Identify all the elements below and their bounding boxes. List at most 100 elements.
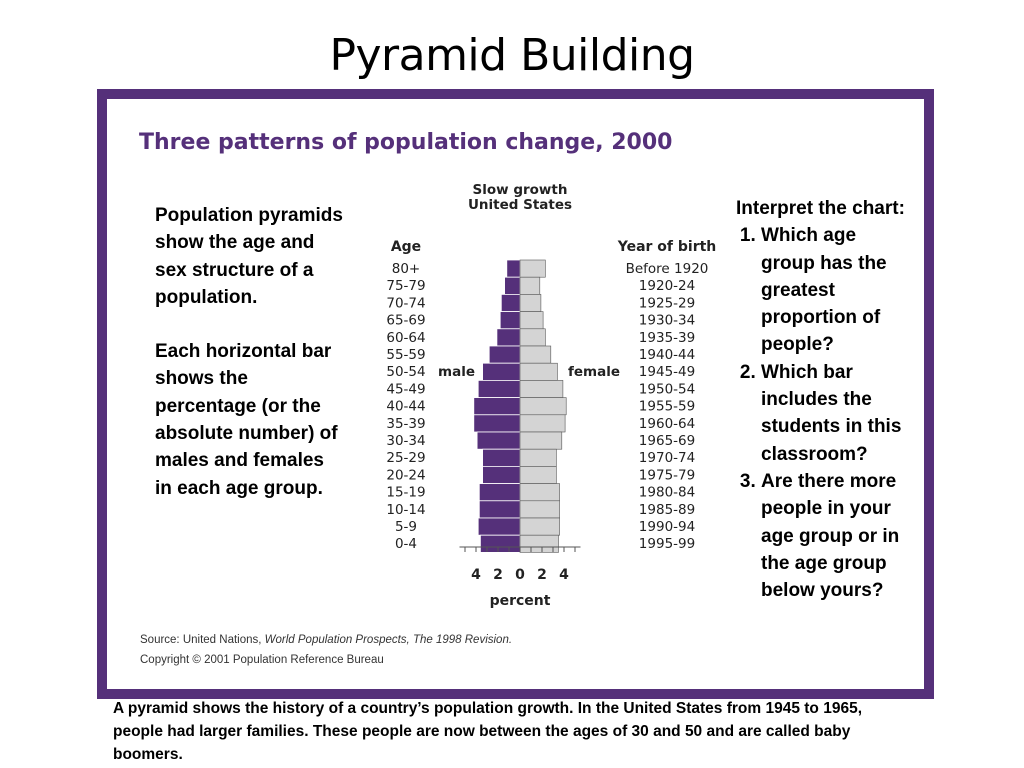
female-bar: [519, 483, 560, 502]
birth-year-label: 1950-54: [639, 381, 695, 397]
question-2: Which bar includes the students in this …: [761, 359, 906, 468]
birth-year-label: 1980-84: [639, 485, 695, 501]
age-label: 75-79: [386, 278, 425, 294]
age-label: 80+: [392, 261, 421, 277]
birth-year-label: 1920-24: [639, 278, 695, 294]
birth-year-label: 1955-59: [639, 399, 695, 415]
male-bar: [473, 397, 521, 416]
male-bar: [482, 448, 521, 467]
male-bar: [478, 500, 521, 519]
birth-year-header: Year of birth: [617, 239, 717, 255]
x-tick-label: 4: [559, 567, 569, 583]
source-note: Source: United Nations, World Population…: [140, 630, 512, 670]
female-bar: [519, 328, 546, 347]
x-tick-label: 2: [537, 567, 547, 583]
birth-year-label: 1940-44: [639, 347, 695, 363]
age-label: 50-54: [386, 364, 425, 380]
age-header: Age: [391, 239, 421, 255]
pyramid-svg: Slow growth United States Age Year of bi…: [386, 182, 717, 609]
male-bar: [504, 276, 521, 295]
age-label: 60-64: [386, 330, 425, 346]
source-prefix: Source: United Nations,: [140, 634, 262, 646]
intro-paragraph-2: Each horizontal bar shows the percentage…: [155, 341, 338, 499]
x-tick-label: 4: [471, 567, 481, 583]
age-label: 35-39: [386, 416, 425, 432]
male-bar: [482, 465, 521, 484]
male-bar: [477, 379, 521, 398]
birth-year-label: Before 1920: [626, 261, 709, 277]
female-bar: [519, 517, 560, 536]
birth-year-label: 1970-74: [639, 450, 695, 466]
male-bar: [499, 311, 521, 330]
age-label: 30-34: [386, 433, 425, 449]
intro-paragraph-1: Population pyramids show the age and sex…: [155, 205, 343, 308]
source-title: World Population Prospects, The 1998 Rev…: [264, 634, 513, 646]
female-bar: [519, 448, 557, 467]
age-label: 70-74: [386, 295, 425, 311]
age-label: 55-59: [386, 347, 425, 363]
male-bar: [477, 517, 521, 536]
slide-title: Pyramid Building: [329, 30, 695, 81]
age-label: 20-24: [386, 467, 425, 483]
questions-panel: Interpret the chart: Which age group has…: [736, 195, 906, 604]
copyright-line: Copyright © 2001 Population Reference Bu…: [140, 654, 384, 666]
age-label: 5-9: [395, 519, 417, 535]
male-bar: [496, 328, 521, 347]
age-label: 45-49: [386, 381, 425, 397]
male-bar: [476, 431, 521, 450]
female-bar: [519, 380, 564, 398]
x-axis-label: percent: [490, 593, 551, 609]
female-bar: [519, 500, 560, 519]
age-label: 10-14: [386, 502, 425, 518]
x-tick-label: 2: [493, 567, 503, 583]
female-label: female: [568, 364, 620, 380]
birth-year-label: 1935-39: [639, 330, 695, 346]
birth-year-label: 1985-89: [639, 502, 695, 518]
female-bar: [519, 466, 557, 484]
male-bar: [500, 294, 521, 313]
chart-title-line-2: United States: [468, 197, 572, 213]
birth-year-label: 1995-99: [639, 536, 695, 552]
x-tick-label: 0: [515, 567, 525, 583]
female-bar: [519, 431, 563, 450]
female-bar: [519, 311, 544, 330]
female-bar: [519, 259, 546, 278]
age-label: 65-69: [386, 313, 425, 329]
intro-text: Population pyramids show the age and sex…: [155, 202, 345, 529]
birth-year-label: 1960-64: [639, 416, 695, 432]
chart-title-line-1: Slow growth: [473, 182, 568, 198]
female-bar: [519, 345, 552, 364]
question-1: Which age group has the greatest proport…: [761, 222, 906, 358]
male-label: male: [438, 364, 475, 380]
birth-year-label: 1990-94: [639, 519, 695, 535]
slide-caption: A pyramid shows the history of a country…: [113, 700, 862, 763]
female-bar: [519, 276, 541, 295]
population-pyramid: Slow growth United States Age Year of bi…: [360, 175, 730, 615]
age-label: 40-44: [386, 399, 425, 415]
female-bar: [519, 414, 566, 433]
male-bar: [478, 483, 521, 502]
birth-year-label: 1925-29: [639, 295, 695, 311]
pyramid-marks: 80+ Before 1920 75-79 1920-24 70-74 1925-29 65…: [386, 259, 709, 583]
female-bar: [519, 294, 542, 312]
male-bar: [482, 362, 521, 381]
age-label: 25-29: [386, 450, 425, 466]
age-label: 0-4: [395, 536, 417, 552]
source-line: Source: United Nations, World Population…: [140, 630, 512, 650]
birth-year-label: 1930-34: [639, 313, 695, 329]
female-bar: [519, 397, 567, 416]
birth-year-label: 1975-79: [639, 467, 695, 483]
male-bar: [488, 345, 521, 364]
age-label: 15-19: [386, 485, 425, 501]
male-bar: [480, 534, 521, 553]
birth-year-label: 1965-69: [639, 433, 695, 449]
female-bar: [519, 362, 558, 381]
questions-list: Which age group has the greatest proport…: [736, 222, 906, 604]
male-bar: [506, 259, 521, 278]
figure-title: Three patterns of population change, 200…: [139, 130, 673, 155]
male-bar: [473, 414, 521, 433]
questions-intro: Interpret the chart:: [736, 198, 905, 219]
female-bar: [519, 534, 559, 553]
birth-year-label: 1945-49: [639, 364, 695, 380]
question-3: Are there more people in your age group …: [761, 468, 906, 604]
